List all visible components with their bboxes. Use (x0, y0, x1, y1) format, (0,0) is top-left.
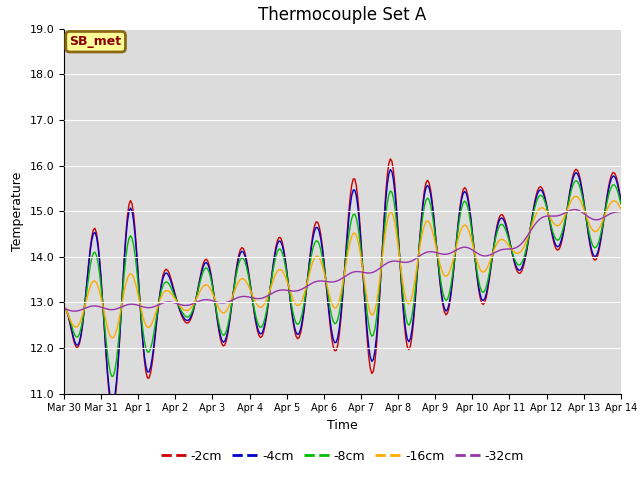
Title: Thermocouple Set A: Thermocouple Set A (259, 6, 426, 24)
Text: SB_met: SB_met (70, 35, 122, 48)
Y-axis label: Temperature: Temperature (11, 171, 24, 251)
Legend: -2cm, -4cm, -8cm, -16cm, -32cm: -2cm, -4cm, -8cm, -16cm, -32cm (156, 444, 529, 468)
X-axis label: Time: Time (327, 419, 358, 432)
